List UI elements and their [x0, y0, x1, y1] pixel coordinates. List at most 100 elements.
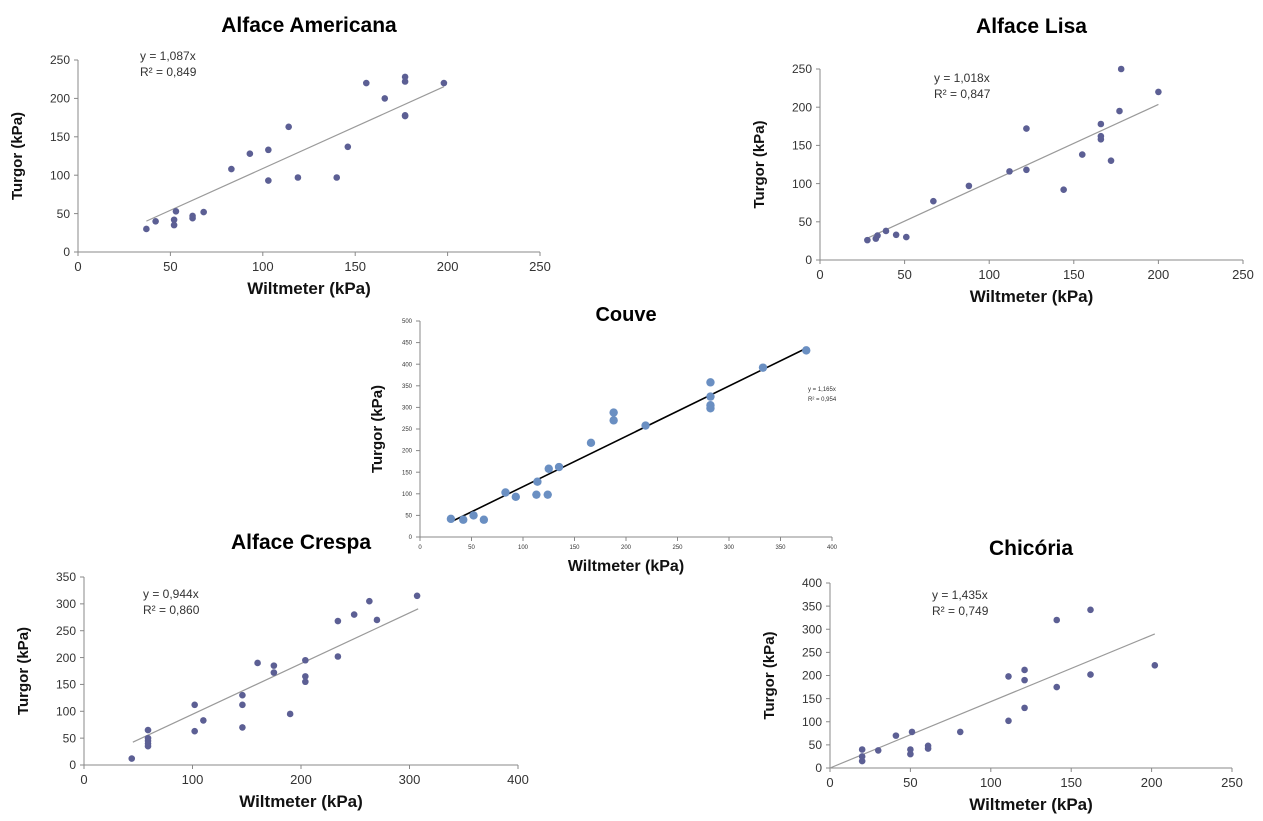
y-axis-label: Turgor (kPa)	[751, 120, 768, 208]
x-tick-label: 0	[816, 267, 823, 282]
data-point	[543, 490, 552, 499]
trend-line	[867, 103, 1159, 239]
chart-alface-crespa: 0 50 100 150 200 250 300 350 0 100 200 300 400 Alface…	[15, 531, 529, 811]
data-point	[334, 617, 342, 625]
data-point	[1005, 673, 1012, 680]
y-tick-label: 50	[405, 514, 412, 520]
chart-title: Couve	[595, 304, 656, 326]
y-tick-label: 0	[805, 253, 812, 267]
data-point	[172, 207, 180, 215]
data-point	[381, 95, 389, 102]
trend-equation: y = 1,087x	[140, 49, 196, 63]
data-point	[265, 146, 272, 154]
data-point	[270, 669, 278, 676]
x-tick-label: 250	[672, 545, 683, 551]
chart-alface-americana: 0 50 100 150 200 250 0 50 100 150 200 250 Alface Ame…	[9, 14, 551, 298]
x-tick-label: 250	[1221, 775, 1243, 790]
y-tick-label: 200	[402, 449, 413, 455]
data-point	[170, 221, 178, 229]
x-tick-label: 200	[437, 259, 459, 274]
data-point	[907, 746, 914, 753]
y-tick-label: 100	[802, 715, 822, 729]
data-point	[191, 701, 198, 709]
data-point	[270, 662, 278, 669]
x-tick-label: 350	[775, 545, 786, 551]
data-point	[892, 231, 900, 239]
data-point	[1078, 151, 1086, 158]
r-squared: R² = 0,847	[934, 87, 991, 101]
data-point	[758, 363, 768, 372]
data-point	[882, 227, 890, 235]
data-point	[285, 123, 292, 131]
y-tick-label: 300	[402, 406, 413, 412]
data-point	[1053, 616, 1061, 624]
data-point	[1087, 671, 1094, 678]
data-point	[511, 492, 520, 502]
data-point	[239, 701, 246, 709]
y-tick-label: 350	[402, 384, 413, 390]
data-point	[1006, 168, 1013, 175]
x-tick-label: 150	[344, 259, 366, 274]
data-point	[533, 477, 542, 486]
trend-line	[450, 347, 807, 523]
data-point	[239, 724, 246, 731]
data-point	[554, 462, 564, 472]
x-tick-label: 100	[252, 259, 274, 274]
y-tick-label: 100	[792, 177, 812, 191]
r-squared: R² = 0,849	[140, 65, 197, 79]
r-squared: R² = 0,749	[932, 604, 989, 618]
data-point	[239, 691, 246, 699]
x-tick-label: 0	[74, 259, 81, 274]
x-tick-label: 50	[903, 775, 917, 790]
data-point	[191, 727, 198, 735]
x-tick-label: 150	[569, 545, 580, 551]
data-point	[1021, 704, 1028, 712]
x-tick-label: 400	[827, 545, 838, 551]
x-tick-label: 50	[897, 267, 911, 282]
data-point	[302, 678, 309, 686]
y-tick-label: 400	[802, 576, 822, 590]
chart-couve: 0 50 100 150 200 250 300 350 400 450 500 0 50 100 150 2…	[369, 304, 838, 575]
data-point	[366, 597, 373, 605]
data-point	[459, 515, 468, 524]
x-tick-label: 200	[621, 545, 632, 551]
chart-alface-lisa: 0 50 100 150 200 250 0 50 100 150 200 250 Alface Lis…	[751, 15, 1254, 306]
data-point	[858, 753, 866, 760]
data-point	[170, 216, 178, 224]
y-tick-label: 300	[802, 622, 822, 636]
data-point	[858, 757, 866, 765]
x-tick-label: 250	[529, 259, 551, 274]
data-point	[401, 73, 409, 81]
y-tick-label: 250	[792, 62, 812, 76]
y-tick-label: 200	[50, 92, 70, 106]
r-squared: R² = 0,860	[143, 603, 200, 617]
x-tick-label: 200	[1141, 775, 1163, 790]
y-tick-label: 400	[402, 362, 413, 368]
data-point	[706, 378, 715, 387]
data-point	[1023, 125, 1030, 132]
x-tick-label: 150	[1060, 775, 1082, 790]
y-tick-label: 250	[56, 624, 76, 638]
r-squared: R² = 0,954	[808, 397, 837, 403]
data-point	[469, 511, 478, 520]
data-point	[907, 750, 914, 758]
x-tick-label: 250	[1232, 267, 1254, 282]
data-point	[333, 174, 341, 181]
trend-equation: y = 1,018x	[934, 71, 990, 85]
x-axis-label: Wiltmeter (kPa)	[969, 795, 1093, 814]
data-point	[1053, 683, 1061, 691]
y-tick-label: 200	[802, 669, 822, 683]
data-point	[802, 346, 811, 355]
y-axis-label: Turgor (kPa)	[9, 112, 26, 200]
data-point	[501, 488, 510, 497]
trend-line	[146, 86, 445, 222]
x-axis-label: Wiltmeter (kPa)	[239, 792, 363, 811]
chart-title: Alface Americana	[221, 14, 397, 37]
data-point	[586, 438, 596, 448]
y-tick-label: 350	[802, 599, 822, 613]
data-point	[479, 515, 489, 524]
data-point	[302, 673, 309, 680]
data-point	[874, 747, 882, 754]
data-point	[1021, 676, 1028, 684]
data-point	[302, 656, 309, 664]
